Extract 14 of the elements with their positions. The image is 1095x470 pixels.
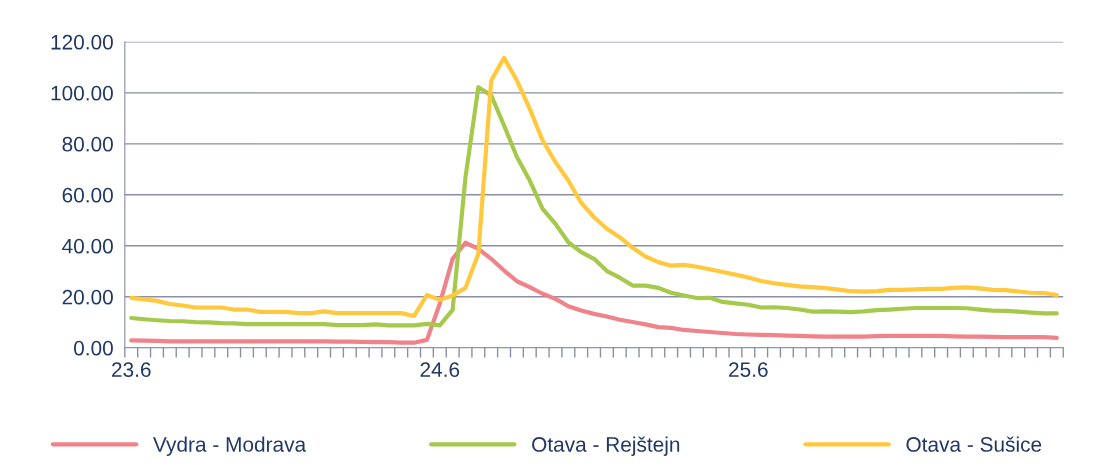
legend-label: Otava - Sušice	[906, 436, 1042, 452]
line-series	[129, 240, 1059, 345]
y-tick-label: 120.00	[51, 34, 113, 50]
x-tick-label: 23.6	[112, 362, 151, 377]
x-tick-label: 24.6	[420, 362, 460, 377]
legend-label: Otava - Rejštejn	[532, 436, 680, 456]
y-tick-label: 100.00	[51, 85, 113, 101]
x-tick-label: 25.6	[729, 362, 768, 377]
y-tick-label: 40.00	[62, 238, 113, 254]
legend-label: Vydra - Modrava	[153, 436, 307, 456]
y-tick-label: 20.00	[62, 289, 113, 305]
y-tick-label: 60.00	[62, 187, 113, 203]
y-tick-label: 0.00	[73, 340, 113, 356]
y-tick-label: 80.00	[62, 136, 113, 152]
